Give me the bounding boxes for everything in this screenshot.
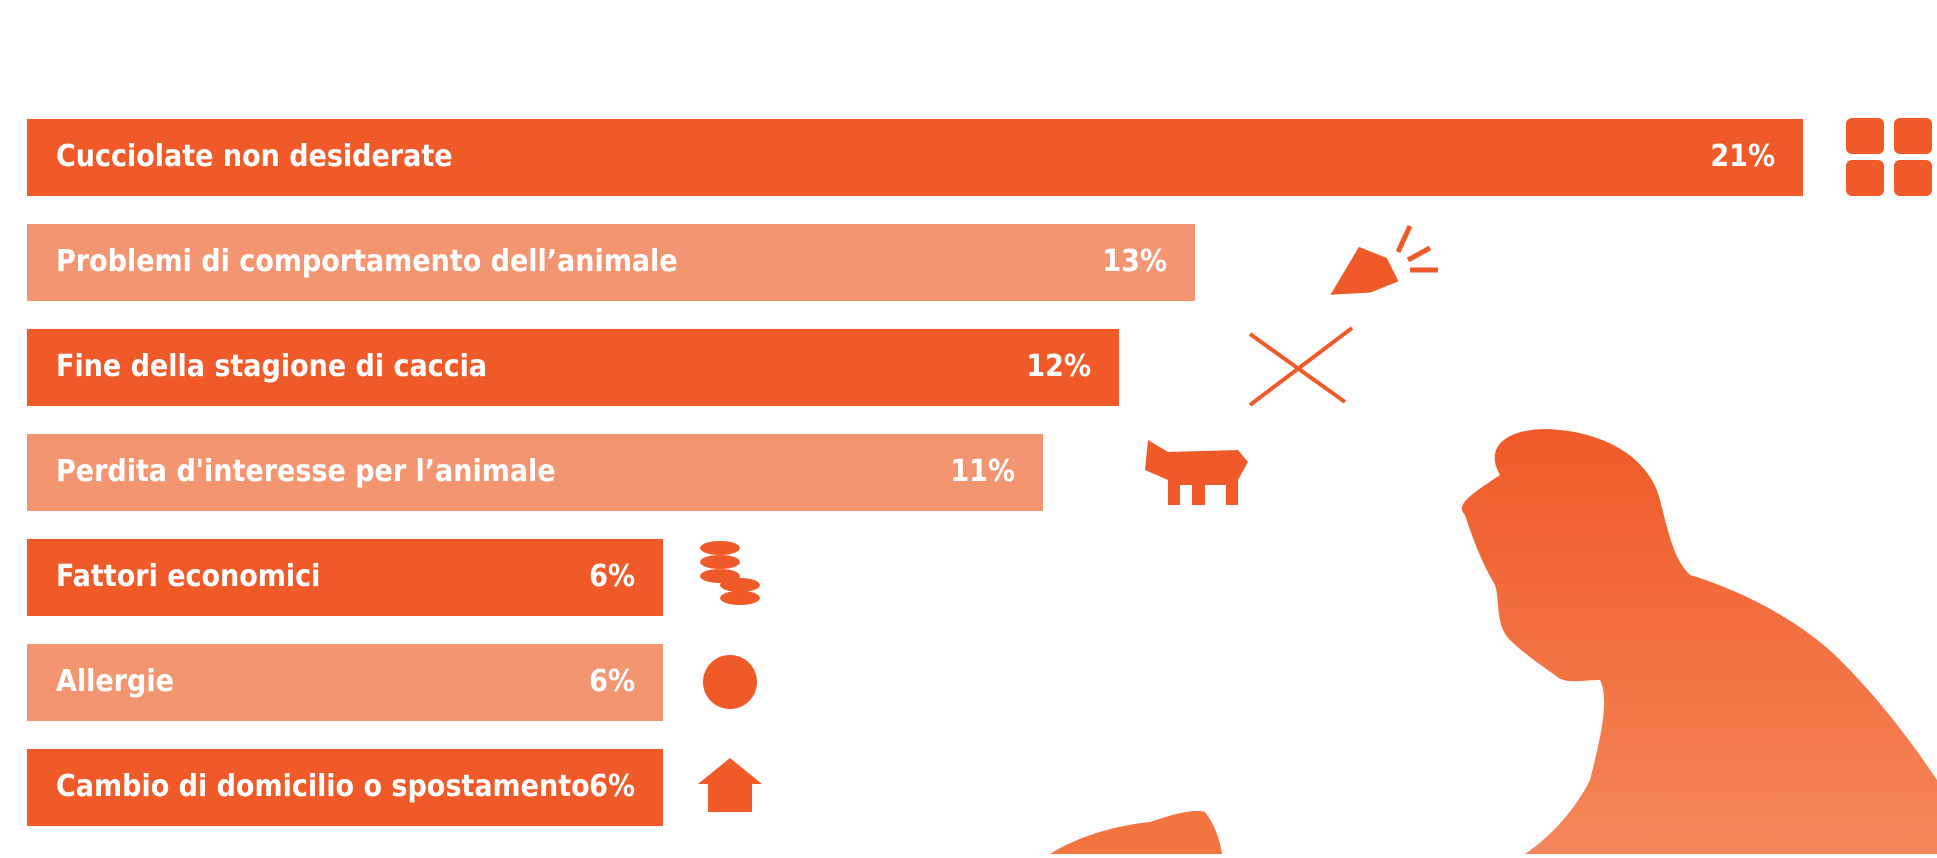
value-label: 11% [950, 454, 1015, 489]
bar [27, 539, 663, 616]
value-label: 6% [589, 664, 635, 699]
icon-coins [700, 541, 760, 605]
category-label: Allergie [56, 664, 174, 699]
bar [27, 329, 1119, 406]
bar [27, 224, 1195, 301]
icon-house [698, 758, 762, 812]
bar [27, 434, 1043, 511]
value-label: 21% [1710, 139, 1775, 174]
icon-dog [1145, 440, 1248, 505]
category-label: Problemi di comportamento dell’animale [56, 244, 678, 279]
category-label: Fine della stagione di caccia [56, 349, 487, 384]
category-label: Cucciolate non desiderate [56, 139, 453, 174]
value-label: 6% [589, 559, 635, 594]
bar [27, 749, 663, 826]
icon-barking-dog [1330, 224, 1438, 295]
value-label: 12% [1026, 349, 1091, 384]
person-silhouette [1461, 429, 1937, 854]
dog-silhouette [1050, 810, 1222, 854]
bar [27, 119, 1803, 196]
icon-kittens [1846, 118, 1932, 196]
icon-sad-face [703, 655, 757, 709]
icon-crossed-rifle [1248, 326, 1354, 407]
category-label: Perdita d'interesse per l’animale [56, 454, 556, 489]
category-label: Cambio di domicilio o spostamento [56, 769, 590, 804]
bar [27, 644, 663, 721]
value-label: 13% [1102, 244, 1167, 279]
value-label: 6% [589, 769, 635, 804]
category-label: Fattori economici [56, 559, 320, 594]
